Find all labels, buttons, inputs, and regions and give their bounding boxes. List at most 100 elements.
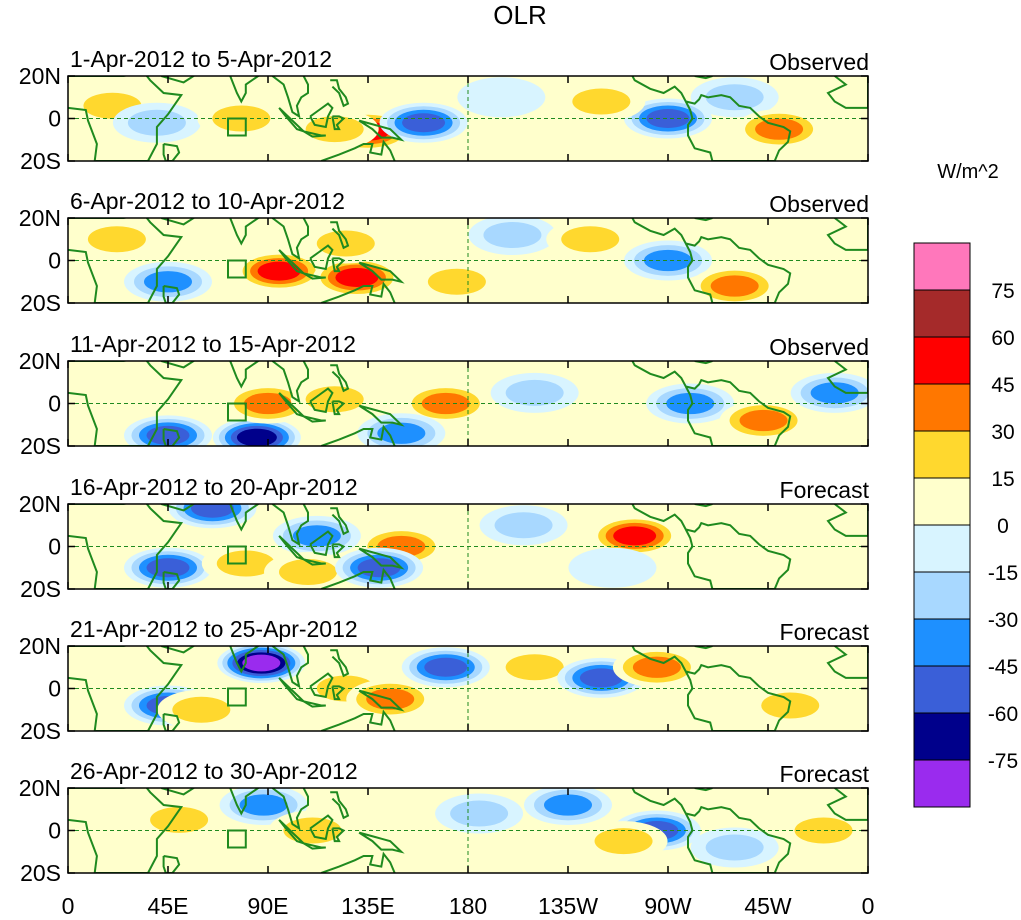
anomaly-contour (613, 526, 657, 546)
coastline (271, 361, 309, 404)
coastline (68, 646, 184, 731)
colorbar: W/m^2 75 60 45 30 15 0 -15 -30 -45 -60 -75 (913, 161, 1018, 808)
anomaly-contour (279, 559, 337, 585)
y-tick-label: 0 (48, 534, 61, 560)
coastline (330, 649, 350, 678)
olr-field (68, 77, 824, 152)
panel-status: Observed (769, 49, 869, 75)
coastline (161, 504, 196, 512)
colorbar-level-label: 15 (991, 468, 1014, 491)
panel-3: 20N 0 20S 11-Apr-2012 to 15-Apr-2012 Observe… (19, 331, 869, 459)
y-tick-label: 20N (19, 633, 61, 659)
colorbar-swatch (913, 618, 971, 667)
anomaly-contour (710, 275, 759, 297)
coastline (228, 218, 261, 246)
coastline (228, 76, 261, 104)
x-axis: 0 45E 90E 135E 180 135W 90W 45W 0 (62, 893, 875, 919)
y-tick-label: 0 (48, 248, 61, 274)
anomaly-contour (810, 382, 859, 404)
coastline (320, 851, 396, 873)
anomaly-contour (421, 392, 470, 415)
coastline (694, 788, 713, 792)
coastline (358, 404, 405, 427)
reference-box (227, 687, 247, 707)
coastline (331, 115, 346, 131)
anomaly-contour (127, 109, 186, 136)
coastline (694, 361, 713, 365)
coastline (320, 424, 396, 446)
coastline (271, 218, 309, 261)
coastline (68, 76, 184, 161)
coastline (162, 571, 181, 589)
coastlines (68, 646, 868, 731)
coastline (631, 646, 792, 731)
x-tick-label: 0 (862, 893, 875, 919)
coastline (271, 788, 309, 831)
coastline (309, 530, 334, 557)
y-tick-label: 20N (19, 491, 61, 517)
anomaly-contour (594, 828, 653, 855)
olr-field (72, 218, 779, 303)
coastline (330, 507, 350, 536)
coastline (694, 504, 713, 508)
coastline (303, 130, 326, 138)
anomaly-contour (646, 109, 690, 128)
panel-status: Forecast (780, 477, 870, 503)
colorbar-level-label: -45 (988, 656, 1018, 679)
anomaly-contour (705, 834, 764, 861)
coastlines (68, 504, 868, 589)
panel-6: 20N 0 20S 26-Apr-2012 to 30-Apr-2012 Forecas… (19, 758, 870, 886)
coastline (331, 400, 346, 416)
anomaly-contour (87, 226, 146, 253)
anomaly-contour (505, 379, 564, 406)
anomaly-contour (450, 800, 509, 827)
coastline (330, 79, 350, 108)
coastline (161, 218, 196, 226)
coastline (826, 646, 868, 679)
coastline (320, 709, 396, 731)
colorbar-units: W/m^2 (937, 161, 999, 183)
colorbar-level-label: -30 (988, 609, 1018, 632)
coastline (631, 504, 792, 589)
coastline (631, 788, 792, 873)
anomaly-contour (190, 504, 234, 518)
coastline (161, 646, 196, 654)
anomaly-contour (572, 88, 631, 115)
anomaly-contour (236, 428, 277, 446)
colorbar-swatch (913, 242, 971, 291)
anomaly-contour (561, 226, 620, 253)
coastline (162, 713, 181, 731)
y-tick-label: 20S (20, 718, 61, 744)
y-tick-label: 20N (19, 775, 61, 801)
x-tick-label: 180 (449, 893, 487, 919)
coastline (826, 76, 868, 109)
coastline (303, 272, 326, 280)
anomaly-contour (505, 654, 564, 681)
y-tick-label: 20S (20, 576, 61, 602)
coastline (271, 76, 309, 119)
coastline (161, 76, 196, 84)
coastline (320, 281, 396, 303)
anomaly-contour (316, 230, 375, 257)
coastline (228, 361, 261, 389)
olr-field (124, 504, 679, 589)
coastline (271, 504, 309, 547)
panel-1: 20N 0 20S 1-Apr-2012 to 5-Apr-2012 Observed (19, 46, 869, 174)
coastline (68, 218, 184, 303)
coastline (631, 361, 792, 446)
coastline (228, 646, 261, 674)
panel-5: 20N 0 20S 21-Apr-2012 to 25-Apr-2012 Forecas… (19, 616, 870, 744)
coastline (228, 788, 261, 816)
anomaly-contour (568, 547, 657, 588)
colorbar-level-label: -15 (988, 562, 1018, 585)
coastline (826, 788, 868, 821)
colorbar-level-label: 45 (991, 374, 1014, 397)
anomaly-contour (150, 806, 209, 833)
coastline (320, 139, 396, 161)
coastline (330, 791, 350, 820)
panel-status: Observed (769, 334, 869, 360)
y-tick-label: 0 (48, 106, 61, 132)
coastline (228, 504, 261, 532)
